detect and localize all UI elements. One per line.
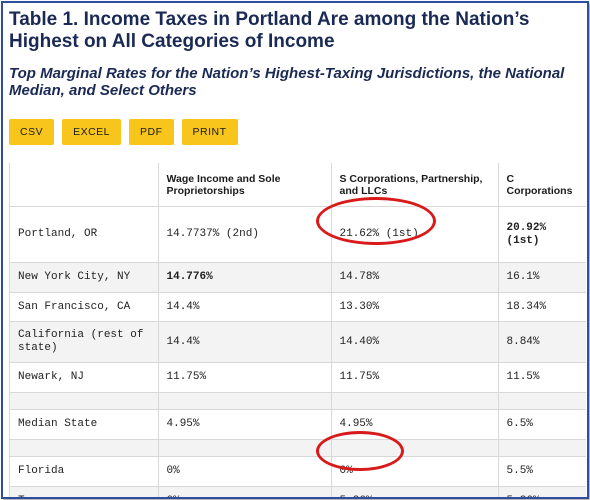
row-c-corp-rate: 16.1% [498,262,586,293]
row-s-corp-rate [331,439,499,457]
row-c-corp-rate: 8.84% [498,321,586,363]
table-row: San Francisco, CA 14.4% 13.30% 18.34% [10,292,586,322]
column-header-s-corporations: S Corporations, Partnership, and LLCs [331,163,499,207]
row-jurisdiction: Median State [10,409,159,440]
row-c-corp-rate: 6.5% [498,409,586,440]
row-s-corp-rate: 21.62% (1st) [331,206,499,263]
row-jurisdiction: Florida [10,456,159,487]
row-c-corp-rate: 18.34% [498,292,586,322]
export-toolbar: CSV EXCEL PDF PRINT [9,119,246,145]
row-s-corp-rate: 13.30% [331,292,499,322]
row-jurisdiction: New York City, NY [10,262,159,293]
row-wage-rate: 14.4% [158,321,332,363]
tax-rate-table-container: Wage Income and Sole Proprietorships S C… [9,163,586,497]
row-wage-rate: 11.75% [158,362,332,393]
table-row: Texas 0% 5.36% 5.36% [10,486,586,497]
row-jurisdiction: Newark, NJ [10,362,159,393]
row-wage-rate: 14.4% [158,292,332,322]
tax-rate-table: Wage Income and Sole Proprietorships S C… [10,163,586,497]
row-c-corp-rate: 11.5% [498,362,586,393]
row-c-corp-rate: 20.92% (1st) [498,206,586,263]
row-wage-rate [158,392,332,410]
print-button[interactable]: PRINT [181,119,238,145]
row-c-corp-rate [498,392,586,410]
excel-button[interactable]: EXCEL [62,119,122,145]
row-c-corp-rate: 5.5% [498,456,586,487]
row-jurisdiction [10,392,159,410]
row-s-corp-rate: 5.36% [331,486,499,497]
row-s-corp-rate [331,392,499,410]
row-jurisdiction: Texas [10,486,159,497]
row-s-corp-rate: 14.78% [331,262,499,293]
table-header-row: Wage Income and Sole Proprietorships S C… [10,163,586,207]
row-s-corp-rate: 4.95% [331,409,499,440]
table-row: New York City, NY 14.776% 14.78% 16.1% [10,262,586,293]
table-row: Florida 0% 0% 5.5% [10,456,586,487]
row-c-corp-rate [498,439,586,457]
row-c-corp-rate: 5.36% [498,486,586,497]
table-row: Newark, NJ 11.75% 11.75% 11.5% [10,362,586,393]
table-row: California (rest of state) 14.4% 14.40% … [10,321,586,363]
row-wage-rate: 14.7737% (2nd) [158,206,332,263]
column-header-jurisdiction [10,163,159,207]
pdf-button[interactable]: PDF [129,119,174,145]
column-header-c-corporations: C Corporations [498,163,586,207]
row-jurisdiction [10,439,159,457]
row-jurisdiction: San Francisco, CA [10,292,159,322]
row-s-corp-rate: 0% [331,456,499,487]
row-wage-rate [158,439,332,457]
table-row: Median State 4.95% 4.95% 6.5% [10,409,586,440]
table-spacer-row [10,439,586,457]
row-wage-rate: 14.776% [158,262,332,293]
row-wage-rate: 0% [158,486,332,497]
row-jurisdiction: California (rest of state) [10,321,159,363]
row-wage-rate: 4.95% [158,409,332,440]
page-title: Table 1. Income Taxes in Portland Are am… [9,9,530,52]
csv-button[interactable]: CSV [9,119,55,145]
table-spacer-row [10,392,586,410]
table-row: Portland, OR 14.7737% (2nd) 21.62% (1st)… [10,206,586,263]
row-jurisdiction: Portland, OR [10,206,159,263]
row-s-corp-rate: 14.40% [331,321,499,363]
column-header-wage-income: Wage Income and Sole Proprietorships [158,163,332,207]
page-subtitle: Top Marginal Rates for the Nation’s High… [9,65,565,99]
row-wage-rate: 0% [158,456,332,487]
row-s-corp-rate: 11.75% [331,362,499,393]
